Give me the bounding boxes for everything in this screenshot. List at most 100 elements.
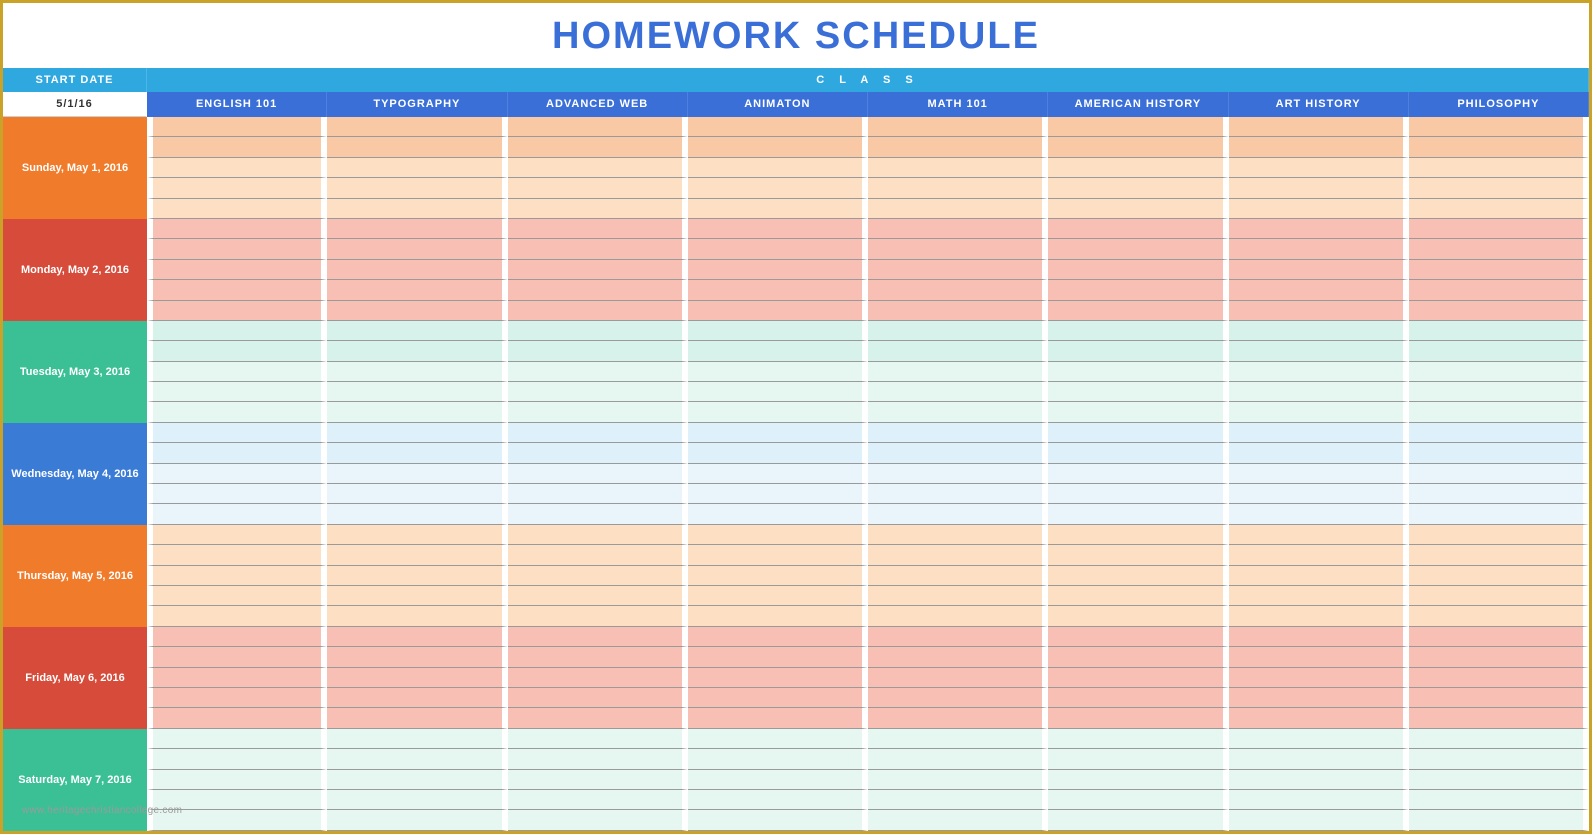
schedule-cell[interactable] <box>147 178 327 198</box>
schedule-cell[interactable] <box>327 178 507 198</box>
schedule-cell[interactable] <box>1409 117 1589 137</box>
schedule-cell[interactable] <box>147 606 327 626</box>
schedule-cell[interactable] <box>868 464 1048 484</box>
schedule-cell[interactable] <box>868 280 1048 300</box>
schedule-cell[interactable] <box>1409 647 1589 667</box>
schedule-cell[interactable] <box>1048 627 1228 647</box>
schedule-cell[interactable] <box>147 443 327 463</box>
schedule-cell[interactable] <box>508 464 688 484</box>
schedule-cell[interactable] <box>1229 668 1409 688</box>
schedule-cell[interactable] <box>508 402 688 422</box>
schedule-cell[interactable] <box>1229 627 1409 647</box>
schedule-cell[interactable] <box>508 219 688 239</box>
schedule-cell[interactable] <box>1409 423 1589 443</box>
schedule-cell[interactable] <box>688 790 868 810</box>
schedule-cell[interactable] <box>868 790 1048 810</box>
schedule-cell[interactable] <box>868 178 1048 198</box>
schedule-cell[interactable] <box>868 158 1048 178</box>
schedule-cell[interactable] <box>147 770 327 790</box>
schedule-cell[interactable] <box>688 688 868 708</box>
schedule-cell[interactable] <box>868 423 1048 443</box>
schedule-cell[interactable] <box>1409 464 1589 484</box>
schedule-cell[interactable] <box>868 382 1048 402</box>
schedule-cell[interactable] <box>868 443 1048 463</box>
schedule-cell[interactable] <box>147 668 327 688</box>
schedule-cell[interactable] <box>327 239 507 259</box>
schedule-cell[interactable] <box>147 708 327 728</box>
schedule-cell[interactable] <box>327 688 507 708</box>
schedule-cell[interactable] <box>688 178 868 198</box>
schedule-cell[interactable] <box>327 606 507 626</box>
schedule-cell[interactable] <box>1229 301 1409 321</box>
schedule-cell[interactable] <box>327 423 507 443</box>
schedule-cell[interactable] <box>1048 280 1228 300</box>
schedule-cell[interactable] <box>508 688 688 708</box>
schedule-cell[interactable] <box>688 219 868 239</box>
schedule-cell[interactable] <box>327 219 507 239</box>
schedule-cell[interactable] <box>1048 790 1228 810</box>
schedule-cell[interactable] <box>688 443 868 463</box>
schedule-cell[interactable] <box>508 362 688 382</box>
schedule-cell[interactable] <box>147 362 327 382</box>
schedule-cell[interactable] <box>1229 504 1409 524</box>
schedule-cell[interactable] <box>1229 239 1409 259</box>
schedule-cell[interactable] <box>147 545 327 565</box>
schedule-cell[interactable] <box>327 545 507 565</box>
schedule-cell[interactable] <box>1409 158 1589 178</box>
schedule-cell[interactable] <box>327 402 507 422</box>
schedule-cell[interactable] <box>1409 301 1589 321</box>
schedule-cell[interactable] <box>688 362 868 382</box>
schedule-cell[interactable] <box>508 443 688 463</box>
schedule-cell[interactable] <box>868 647 1048 667</box>
schedule-cell[interactable] <box>1229 423 1409 443</box>
schedule-cell[interactable] <box>147 749 327 769</box>
schedule-cell[interactable] <box>1048 321 1228 341</box>
schedule-cell[interactable] <box>147 321 327 341</box>
schedule-cell[interactable] <box>868 627 1048 647</box>
schedule-cell[interactable] <box>1409 810 1589 830</box>
schedule-cell[interactable] <box>1048 749 1228 769</box>
schedule-cell[interactable] <box>868 566 1048 586</box>
schedule-cell[interactable] <box>1409 280 1589 300</box>
schedule-cell[interactable] <box>508 137 688 157</box>
schedule-cell[interactable] <box>868 770 1048 790</box>
schedule-cell[interactable] <box>327 301 507 321</box>
schedule-cell[interactable] <box>508 382 688 402</box>
schedule-cell[interactable] <box>147 301 327 321</box>
schedule-cell[interactable] <box>1409 219 1589 239</box>
schedule-cell[interactable] <box>508 504 688 524</box>
schedule-cell[interactable] <box>147 158 327 178</box>
schedule-cell[interactable] <box>1048 402 1228 422</box>
schedule-cell[interactable] <box>1409 566 1589 586</box>
schedule-cell[interactable] <box>1409 443 1589 463</box>
schedule-cell[interactable] <box>1048 586 1228 606</box>
schedule-cell[interactable] <box>1229 729 1409 749</box>
schedule-cell[interactable] <box>1048 525 1228 545</box>
schedule-cell[interactable] <box>147 382 327 402</box>
schedule-cell[interactable] <box>1409 137 1589 157</box>
schedule-cell[interactable] <box>868 729 1048 749</box>
schedule-cell[interactable] <box>688 708 868 728</box>
schedule-cell[interactable] <box>508 525 688 545</box>
schedule-cell[interactable] <box>868 239 1048 259</box>
schedule-cell[interactable] <box>1048 708 1228 728</box>
schedule-cell[interactable] <box>327 525 507 545</box>
schedule-cell[interactable] <box>508 423 688 443</box>
schedule-cell[interactable] <box>508 749 688 769</box>
schedule-cell[interactable] <box>688 647 868 667</box>
schedule-cell[interactable] <box>688 199 868 219</box>
schedule-cell[interactable] <box>688 668 868 688</box>
schedule-cell[interactable] <box>1229 219 1409 239</box>
schedule-cell[interactable] <box>508 260 688 280</box>
schedule-cell[interactable] <box>868 219 1048 239</box>
schedule-cell[interactable] <box>1229 484 1409 504</box>
schedule-cell[interactable] <box>327 341 507 361</box>
schedule-cell[interactable] <box>147 199 327 219</box>
schedule-cell[interactable] <box>147 464 327 484</box>
schedule-cell[interactable] <box>1409 525 1589 545</box>
schedule-cell[interactable] <box>688 749 868 769</box>
schedule-cell[interactable] <box>868 199 1048 219</box>
schedule-cell[interactable] <box>508 729 688 749</box>
schedule-cell[interactable] <box>1048 301 1228 321</box>
schedule-cell[interactable] <box>147 341 327 361</box>
